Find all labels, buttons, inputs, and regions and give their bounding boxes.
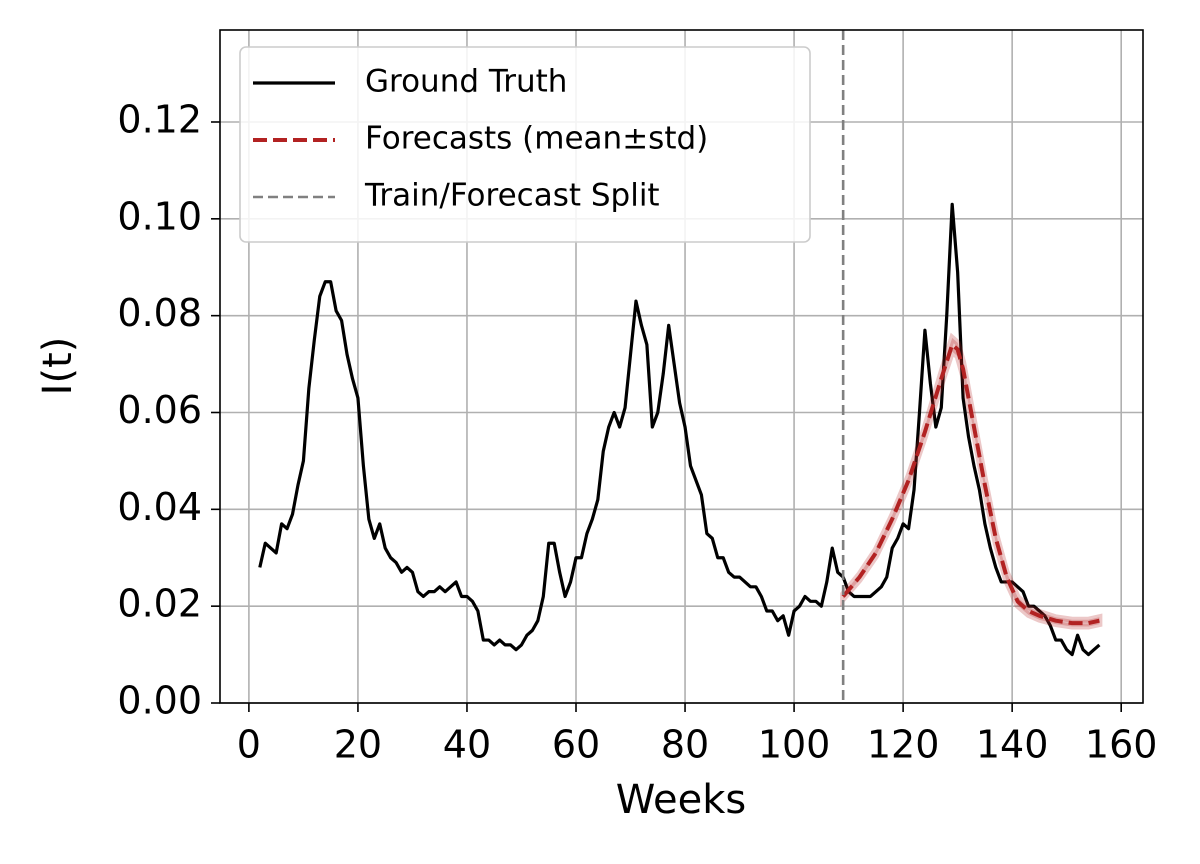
y-tick-label: 0.08 [117,291,202,335]
y-tick-label: 0.06 [117,388,202,432]
legend-box [239,46,811,243]
x-tick-label: 60 [552,723,600,767]
series-line [258,202,1101,657]
y-tick-label: 0.02 [117,582,202,626]
x-tick-label: 100 [758,723,831,767]
legend-label: Ground Truth [365,64,567,100]
y-axis-label: I(t) [35,337,81,396]
series-line [841,342,1100,626]
legend-label: Train/Forecast Split [364,178,660,214]
axes: 0 20 40 60 80 100 120 140 160 0.00 0.02 0.04 0.06 0.0… [117,97,1157,766]
x-tick-label: 140 [976,723,1049,767]
x-tick-label: 80 [661,723,709,767]
legend-label: Forecasts (mean±std) [365,121,708,157]
y-tick-label: 0.00 [117,679,202,723]
x-tick-label: 160 [1085,723,1158,767]
x-tick-label: 0 [237,723,261,767]
legend: Ground Truth Forecasts (mean±std) Train/Fo… [239,46,811,243]
x-axis-label: Weeks [616,777,746,823]
x-tick-label: 120 [867,723,940,767]
y-tick-label: 0.04 [117,485,202,529]
plot [258,30,1103,703]
y-tick-label: 0.10 [117,194,202,238]
x-tick-label: 40 [443,723,491,767]
std-band [840,332,1103,630]
axes-frame [219,29,1144,704]
x-tick-label: 20 [334,723,382,767]
y-tick-label: 0.12 [117,97,202,141]
